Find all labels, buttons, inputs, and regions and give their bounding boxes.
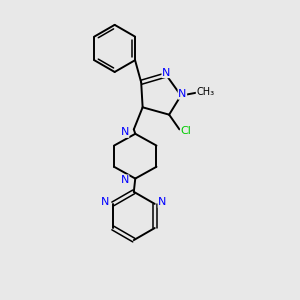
- Text: N: N: [120, 127, 129, 137]
- Text: N: N: [158, 197, 166, 207]
- Text: N: N: [101, 197, 110, 207]
- Text: N: N: [162, 68, 170, 78]
- Text: Cl: Cl: [181, 126, 191, 136]
- Text: N: N: [120, 175, 129, 185]
- Text: N: N: [178, 89, 187, 99]
- Text: CH₃: CH₃: [196, 87, 214, 97]
